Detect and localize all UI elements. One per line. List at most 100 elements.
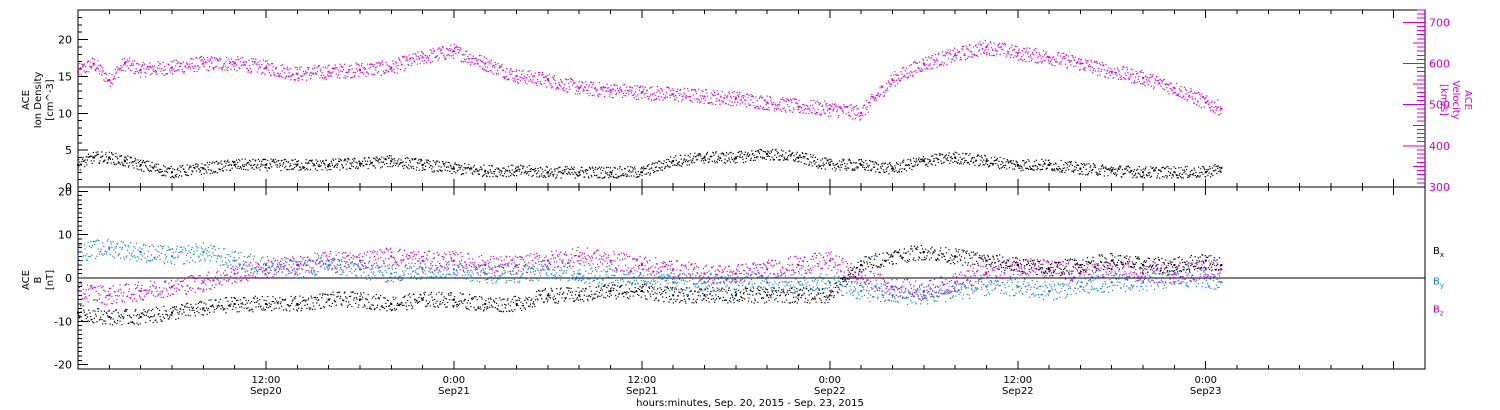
velocity-point	[467, 57, 470, 60]
velocity-point	[678, 94, 681, 97]
velocity-point	[130, 64, 132, 66]
b-field-axis-tick-label: 20	[58, 185, 72, 198]
density-point	[584, 169, 586, 171]
velocity-point	[666, 86, 668, 89]
velocity-point	[1123, 66, 1125, 68]
velocity-point	[1097, 67, 1099, 69]
velocity-point	[300, 75, 302, 77]
density-point	[1131, 169, 1133, 171]
density-point	[694, 152, 696, 154]
density-point	[1182, 169, 1184, 171]
velocity-point	[777, 105, 779, 107]
density-point	[1074, 166, 1076, 168]
density-point	[1199, 172, 1201, 174]
velocity-point	[761, 108, 763, 110]
density-point	[873, 163, 875, 165]
density-point	[502, 175, 505, 177]
density-point	[1088, 170, 1091, 173]
velocity-point	[365, 75, 367, 78]
velocity-point	[679, 88, 682, 91]
velocity-point	[548, 80, 550, 83]
density-point	[180, 171, 182, 173]
density-point	[570, 168, 572, 170]
density-point	[482, 174, 484, 177]
bz-point	[206, 274, 208, 276]
velocity-point	[766, 108, 768, 110]
bz-point	[319, 266, 322, 268]
density-point	[1047, 164, 1049, 166]
density-point	[809, 153, 812, 156]
velocity-point	[773, 110, 775, 112]
velocity-point	[955, 55, 957, 57]
bz-point	[390, 255, 393, 258]
velocity-point	[531, 76, 534, 78]
bz-point	[204, 277, 206, 280]
density-point	[646, 165, 648, 167]
density-point	[120, 154, 123, 157]
bz-point	[179, 280, 181, 283]
density-point	[668, 166, 670, 168]
density-point	[182, 165, 184, 167]
velocity-point	[768, 106, 770, 109]
velocity-point	[1198, 105, 1200, 107]
velocity-point	[214, 58, 216, 60]
density-point	[1039, 169, 1041, 171]
density-point	[940, 162, 943, 165]
density-point	[607, 174, 609, 176]
density-point	[292, 168, 295, 170]
density-point	[1139, 175, 1142, 177]
velocity-point	[177, 69, 179, 71]
velocity-point	[1147, 77, 1149, 79]
bz-point	[209, 287, 211, 290]
density-point	[743, 161, 745, 164]
bz-point	[192, 287, 194, 289]
density-point	[704, 159, 706, 161]
density-point	[402, 161, 404, 163]
velocity-point	[300, 66, 302, 68]
density-point	[618, 176, 620, 178]
density-point	[453, 166, 455, 168]
density-point	[585, 171, 587, 173]
density-point	[1191, 169, 1193, 171]
velocity-point	[701, 95, 704, 97]
velocity-point	[241, 64, 243, 66]
velocity-point	[363, 66, 365, 69]
density-point	[984, 155, 986, 157]
density-point	[979, 155, 981, 157]
density-point	[414, 158, 416, 160]
density-point	[86, 164, 88, 166]
density-point	[258, 167, 260, 169]
density-point	[675, 155, 677, 157]
velocity-point	[1181, 90, 1183, 93]
velocity-point	[767, 109, 769, 111]
velocity-point	[193, 67, 195, 69]
velocity-point	[396, 62, 398, 64]
density-point	[308, 162, 310, 165]
density-point	[826, 159, 828, 161]
density-point	[437, 160, 439, 162]
velocity-point	[704, 95, 706, 97]
velocity-point	[854, 106, 856, 108]
velocity-point	[484, 69, 486, 71]
density-point	[962, 163, 965, 165]
velocity-point	[890, 74, 892, 77]
velocity-point	[604, 86, 607, 89]
velocity-point	[89, 65, 91, 67]
velocity-point	[413, 61, 415, 63]
density-point	[1018, 167, 1020, 169]
velocity-point	[455, 52, 457, 54]
velocity-point	[541, 71, 544, 74]
velocity-point	[607, 90, 609, 92]
density-point	[1181, 173, 1183, 175]
bz-point	[244, 275, 246, 277]
velocity-point	[455, 45, 457, 47]
velocity-point	[1073, 66, 1075, 68]
velocity-point	[743, 97, 745, 99]
velocity-point	[344, 75, 346, 77]
velocity-point	[266, 65, 268, 67]
velocity-point	[942, 55, 944, 57]
density-point	[895, 161, 898, 164]
density-point	[658, 160, 660, 162]
density-point	[264, 158, 267, 161]
velocity-point	[1017, 54, 1019, 57]
